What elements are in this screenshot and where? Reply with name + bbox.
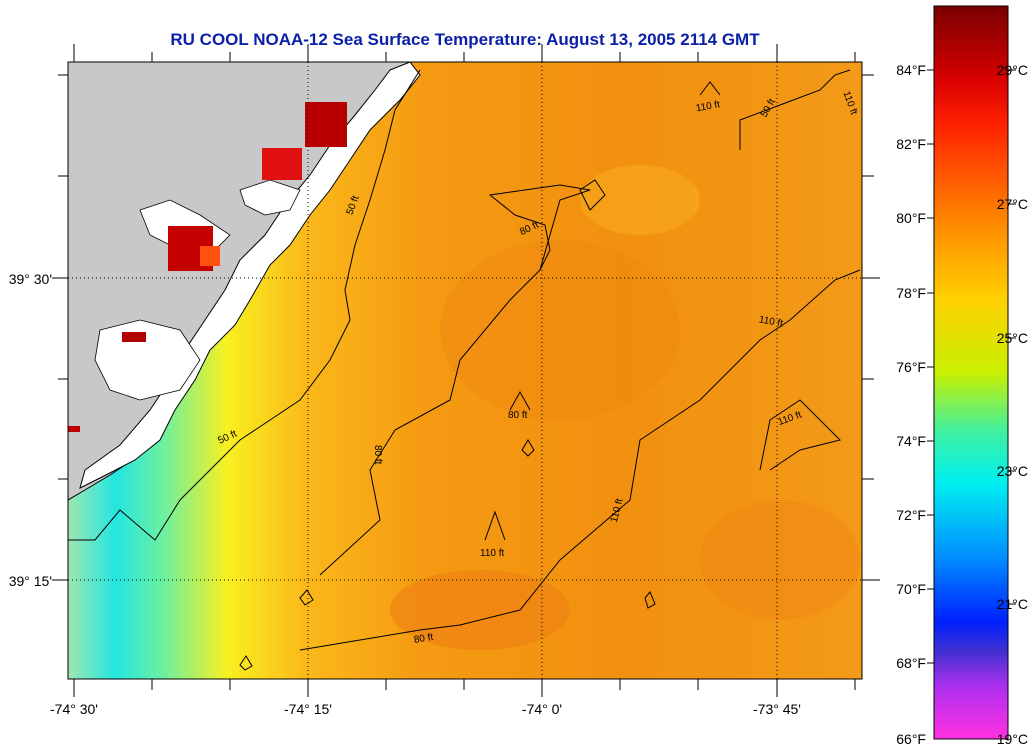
- colorbar-f-label: 70°F: [896, 581, 926, 597]
- colorbar-c-label: 27°C: [997, 196, 1028, 212]
- warm-patch: [390, 570, 570, 650]
- x-tick-label: -74° 15': [284, 701, 332, 717]
- chart-title: RU COOL NOAA-12 Sea Surface Temperature:…: [170, 30, 760, 49]
- colorbar-c-label: 25°C: [997, 330, 1028, 346]
- contour-label: 80 ft: [508, 410, 528, 421]
- colorbar-f-label: 72°F: [896, 507, 926, 523]
- colorbar-f-label: 78°F: [896, 285, 926, 301]
- contour-label: 80 ft: [413, 632, 434, 646]
- colorbar-f-label: 66°F: [896, 731, 926, 747]
- colorbar-f-label: 84°F: [896, 62, 926, 78]
- hot-pixels: [200, 246, 220, 266]
- colorbar-c-label: 23°C: [997, 463, 1028, 479]
- contour-label: 110 ft: [480, 548, 504, 559]
- coastal-marsh: [79, 62, 421, 489]
- colorbar-f-label: 82°F: [896, 136, 926, 152]
- colorbar-f-label: 76°F: [896, 359, 926, 375]
- colorbar-ticks: [927, 69, 1016, 664]
- bay-outline: [94, 319, 201, 401]
- hot-pixels: [305, 102, 347, 147]
- x-tick-label: -74° 0': [522, 701, 562, 717]
- hot-pixels: [122, 332, 146, 342]
- x-tick-label: -73° 45': [753, 701, 801, 717]
- y-tick-label: 39° 30': [9, 271, 52, 287]
- colorbar-c-label: 29°C: [997, 62, 1028, 78]
- contour-label: 80 ft: [372, 445, 383, 465]
- cool-patch: [580, 165, 700, 235]
- contour-label: 110 ft: [695, 99, 721, 114]
- colorbar-f-label: 68°F: [896, 655, 926, 671]
- graticule: [68, 62, 862, 679]
- y-tick-label: 39° 15': [9, 573, 52, 589]
- colorbar-f-label: 80°F: [896, 210, 926, 226]
- colorbar-c-label: 21°C: [997, 596, 1028, 612]
- contour-label: 110 ft: [758, 314, 784, 329]
- warm-patch: [440, 240, 680, 420]
- x-tick-label: -74° 30': [50, 701, 98, 717]
- depth-contours: [68, 69, 861, 671]
- colorbar: [933, 5, 1009, 740]
- map-frame: [67, 61, 863, 680]
- hot-pixels: [262, 148, 302, 180]
- axis-ticks: [52, 44, 880, 697]
- colorbar-f-label: 74°F: [896, 433, 926, 449]
- colorbar-c-label: 19°C: [997, 731, 1028, 747]
- hot-pixels: [68, 426, 80, 432]
- warm-patch: [700, 500, 860, 620]
